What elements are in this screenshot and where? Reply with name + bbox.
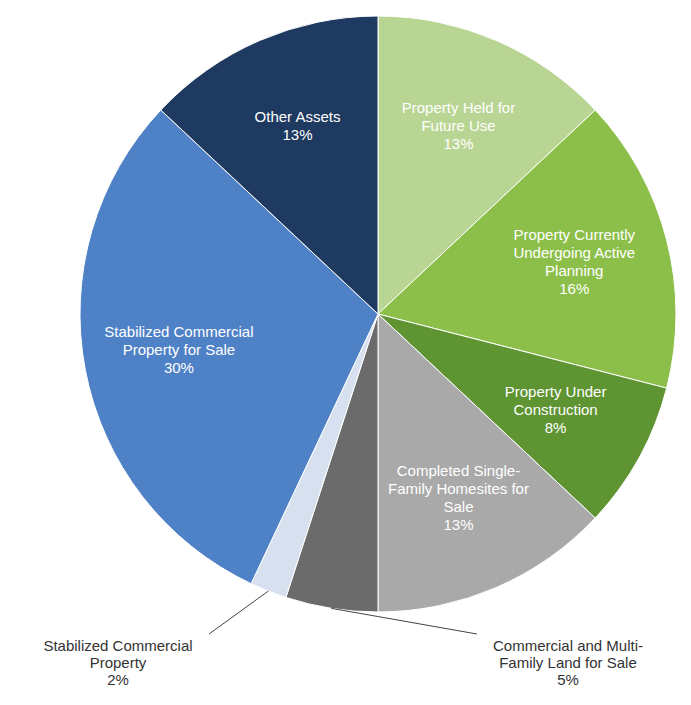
svg-text:Property UnderConstruction8%: Property UnderConstruction8% [505,383,607,436]
svg-text:Stabilized CommercialProperty: Stabilized CommercialProperty for Sale30… [104,323,253,376]
svg-text:Stabilized CommercialProperty2: Stabilized CommercialProperty2% [43,637,192,688]
svg-text:Property Held forFuture Use13%: Property Held forFuture Use13% [402,99,515,152]
svg-text:Property CurrentlyUndergoing A: Property CurrentlyUndergoing ActivePlann… [513,226,635,297]
svg-text:Completed Single-Family Homesi: Completed Single-Family Homesites forSal… [388,462,529,533]
svg-text:Other Assets13%: Other Assets13% [255,108,341,143]
svg-text:Commercial and Multi-Family La: Commercial and Multi-Family Land for Sal… [493,637,643,688]
